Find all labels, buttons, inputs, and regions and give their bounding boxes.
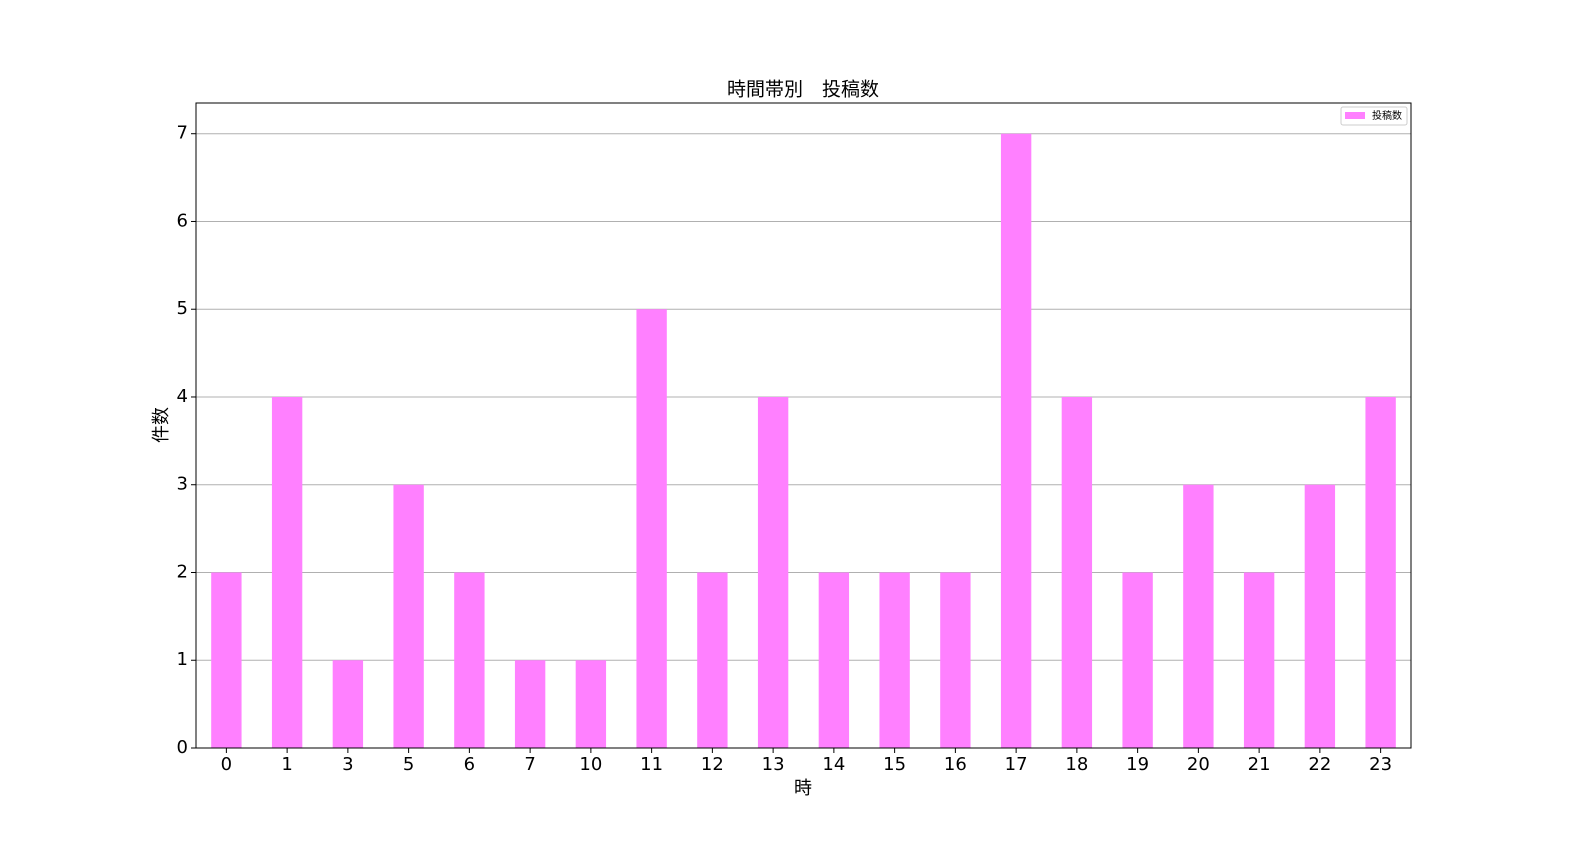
legend-box: [1340, 106, 1408, 126]
x-tick-label: 6: [464, 754, 475, 775]
y-tick-label: 3: [177, 474, 188, 495]
bar: [940, 572, 971, 748]
bar: [211, 572, 242, 748]
x-tick-label: 16: [944, 754, 967, 775]
x-tick-label: 23: [1369, 754, 1392, 775]
x-tick-label: 18: [1065, 754, 1088, 775]
x-tick-label: 19: [1126, 754, 1149, 775]
x-tick-label: 17: [1005, 754, 1028, 775]
bar: [1061, 396, 1093, 748]
plot-frame: [195, 102, 1412, 749]
bar: [332, 660, 364, 748]
x-tick-label: 5: [403, 754, 414, 775]
y-tick-label: 0: [177, 737, 188, 758]
bar: [575, 660, 607, 748]
x-tick-label: 7: [524, 754, 535, 775]
bar: [454, 572, 485, 748]
x-axis-label: 時: [794, 778, 812, 799]
x-tick-label: 10: [579, 754, 602, 775]
x-tick-label: 21: [1248, 754, 1271, 775]
y-tick-label: 7: [177, 123, 188, 144]
bar: [271, 396, 303, 748]
bar: [1243, 572, 1275, 748]
bar: [697, 572, 728, 748]
bar: [818, 572, 850, 748]
x-tick-label: 22: [1308, 754, 1331, 775]
y-tick-label: 2: [177, 561, 188, 582]
y-tick-label: 4: [177, 386, 188, 407]
bar: [393, 484, 424, 748]
bar: [1183, 484, 1214, 748]
y-tick-label: 1: [177, 649, 188, 670]
legend-label: 投稿数: [1372, 109, 1402, 122]
x-tick-label: 11: [640, 754, 663, 775]
bar: [1000, 133, 1032, 748]
bar: [1122, 572, 1153, 748]
y-tick-label: 5: [177, 298, 188, 319]
bar: [757, 396, 789, 748]
x-tick-label: 13: [762, 754, 785, 775]
y-tick-label: 6: [177, 210, 188, 231]
bar: [514, 660, 546, 748]
x-tick-label: 1: [281, 754, 292, 775]
legend-swatch: [1345, 112, 1365, 119]
x-tick-label: 12: [701, 754, 724, 775]
bar: [879, 572, 910, 748]
x-tick-label: 0: [221, 754, 232, 775]
x-tick-label: 20: [1187, 754, 1210, 775]
x-tick-label: 3: [342, 754, 353, 775]
bar: [636, 309, 667, 748]
chart-title: 時間帯別 投稿数: [727, 79, 879, 101]
x-tick-label: 14: [822, 754, 845, 775]
y-axis-label: 件数: [151, 407, 172, 443]
bar: [1365, 396, 1396, 748]
bar: [1304, 484, 1336, 748]
x-tick-label: 15: [883, 754, 906, 775]
